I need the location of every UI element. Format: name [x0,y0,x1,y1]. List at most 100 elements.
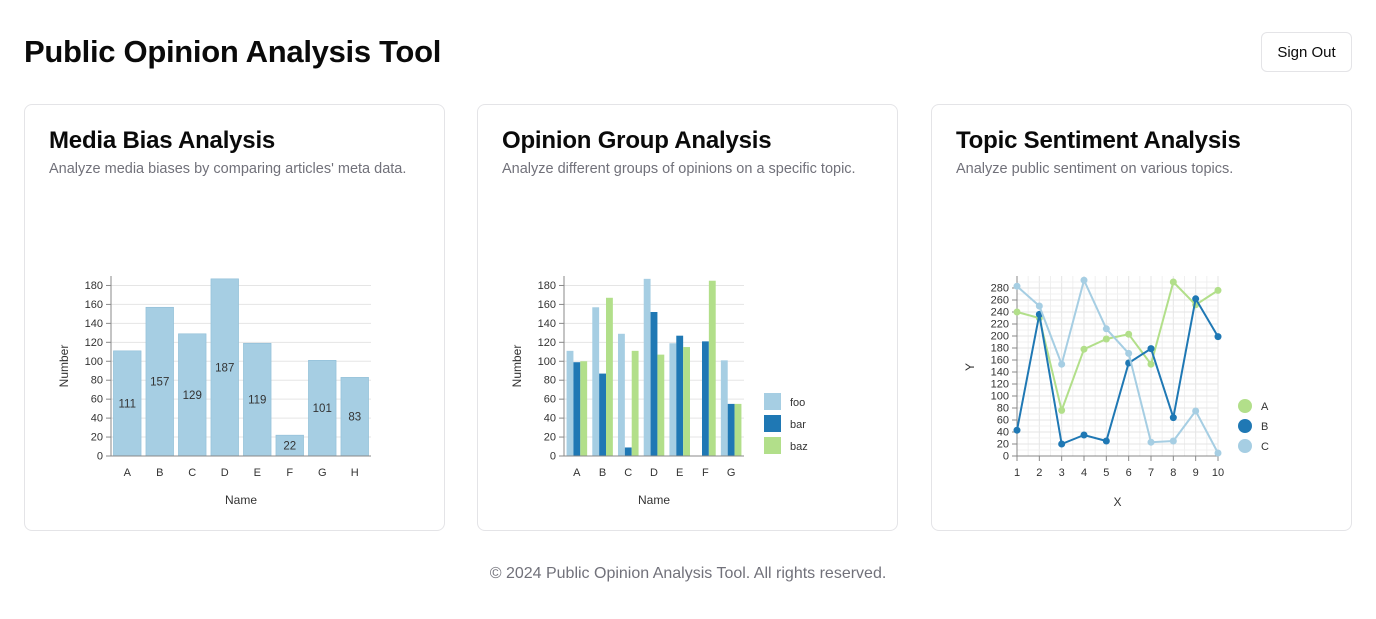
x-tick-label: 4 [1081,467,1087,479]
data-point-B [1013,426,1021,434]
data-point-A [1080,345,1088,353]
legend-label-B: B [1261,421,1268,433]
card-description: Analyze public sentiment on various topi… [956,161,1234,177]
footer-copyright: © 2024 Public Opinion Analysis Tool. All… [489,565,887,582]
x-tick-label: A [124,467,132,479]
y-tick-label: 60 [544,394,556,406]
bar-value-label: 129 [183,390,202,402]
legend-label-baz: baz [790,441,808,453]
y-tick-label: 20 [544,432,556,444]
legend-swatch-A [1238,399,1252,413]
x-tick-label: 9 [1193,467,1199,479]
opinion-group-card[interactable]: Opinion Group Analysis Analyze different… [477,104,898,531]
data-point-A [1214,286,1222,294]
data-point-C [1147,438,1155,446]
bar-value-label: 111 [119,398,136,410]
card-description: Analyze different groups of opinions on … [502,161,856,177]
y-tick-label: 100 [538,356,556,368]
data-point-B [1169,414,1177,422]
x-tick-label: E [676,467,683,479]
y-tick-label: 180 [85,280,103,292]
series-line-A [1016,280,1219,414]
y-tick-label: 60 [997,415,1009,427]
legend-label-bar: bar [790,419,806,431]
y-tick-label: 80 [544,375,556,387]
app-title: Public Opinion Analysis Tool [24,34,442,69]
y-tick-label: 120 [85,337,103,349]
bar-foo [618,333,625,456]
x-tick-label: 5 [1103,467,1109,479]
data-point-B [1214,333,1222,341]
opinion-group-bar-chart: 0 20 40 60 80 100 120 140 160 180 A B C D E F G Name Numbe… [510,276,808,507]
bar-bar [624,447,632,456]
x-tick-label: E [254,467,261,479]
bar-baz [708,280,716,456]
bar-foo [720,360,728,456]
data-point-B [1192,295,1200,303]
legend-label-foo: foo [790,397,805,409]
y-tick-label: 100 [85,356,103,368]
header: Public Opinion Analysis Tool Sign Out [24,32,1352,72]
y-tick-label: 200 [991,331,1009,343]
legend-swatch-bar [764,415,781,432]
data-point-C [1080,276,1088,284]
legend-swatch-foo [764,393,781,410]
bar-baz [606,297,613,456]
sign-out-button[interactable]: Sign Out [1261,32,1352,72]
y-tick-label: 180 [991,343,1009,355]
data-point-C [1192,407,1200,415]
y-tick-label: 140 [538,318,556,330]
y-tick-label: 180 [538,280,556,292]
bar-value-label: 83 [348,412,361,424]
x-tick-label: 2 [1036,467,1042,479]
bar-foo [643,278,651,456]
data-point-C [1214,449,1222,457]
data-point-A [1102,335,1110,343]
y-tick-label: 80 [997,403,1009,415]
y-tick-label: 160 [991,355,1009,367]
bar-foo [669,343,677,456]
bar-bar [727,403,735,456]
series-line-C [1016,277,1219,454]
x-tick-label: C [188,467,196,479]
y-tick-label: 260 [991,295,1009,307]
bar [113,350,142,457]
card-title: Opinion Group Analysis [502,127,772,154]
media-bias-card[interactable]: Media Bias Analysis Analyze media biases… [24,104,445,531]
y-tick-label: 40 [91,413,103,425]
y-tick-label: 0 [1003,451,1009,463]
bar-value-label: 187 [215,362,234,374]
x-tick-label: 8 [1170,467,1176,479]
y-tick-label: 0 [97,451,103,463]
data-point-B [1147,345,1155,353]
x-axis-label: Name [225,493,257,507]
x-tick-label: H [351,467,359,479]
topic-sentiment-card[interactable]: Topic Sentiment Analysis Analyze public … [931,104,1352,531]
x-tick-label: 6 [1126,467,1132,479]
y-tick-label: 0 [550,451,556,463]
bar-bar [702,341,709,456]
y-axis-label: Number [57,345,71,388]
bar-baz [734,403,742,456]
card-title: Topic Sentiment Analysis [956,127,1241,154]
y-tick-label: 80 [91,375,103,387]
y-tick-label: 160 [538,299,556,311]
x-tick-label: 1 [1014,467,1020,479]
bar-foo [592,307,600,456]
legend-swatch-baz [764,437,781,454]
x-tick-label: G [727,467,736,479]
media-bias-bar-chart: 0 20 40 60 80 100 120 140 160 180 111 A 157 B 129 C 187 D… [57,276,371,507]
y-tick-label: 100 [991,391,1009,403]
bar-value-label: 101 [313,403,332,415]
bar-bar [676,335,684,456]
bar-bar [599,373,606,456]
bar-baz [580,361,588,456]
y-tick-label: 40 [544,413,556,425]
bar [145,306,174,457]
legend-swatch-B [1238,419,1252,433]
y-tick-label: 220 [991,319,1009,331]
y-tick-label: 40 [997,427,1009,439]
bar-baz [683,347,690,456]
y-tick-label: 240 [991,307,1009,319]
